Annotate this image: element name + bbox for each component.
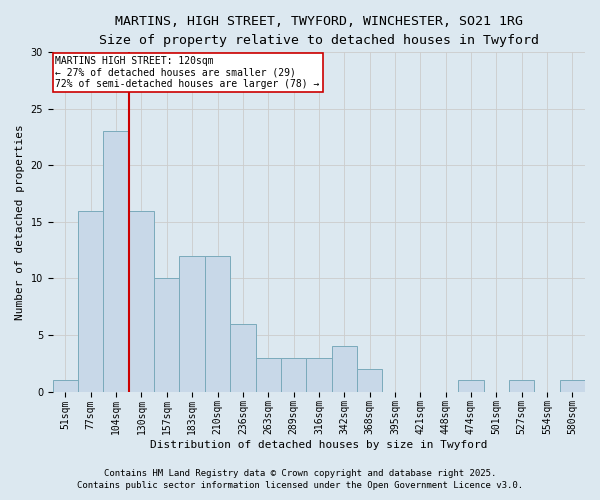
Bar — [509, 380, 535, 392]
Bar — [205, 256, 230, 392]
Bar — [179, 256, 205, 392]
Title: MARTINS, HIGH STREET, TWYFORD, WINCHESTER, SO21 1RG
Size of property relative to: MARTINS, HIGH STREET, TWYFORD, WINCHESTE… — [99, 15, 539, 47]
Bar — [103, 132, 129, 392]
Bar — [560, 380, 585, 392]
Y-axis label: Number of detached properties: Number of detached properties — [15, 124, 25, 320]
Bar — [53, 380, 78, 392]
Bar — [129, 210, 154, 392]
Bar — [306, 358, 332, 392]
Bar — [281, 358, 306, 392]
X-axis label: Distribution of detached houses by size in Twyford: Distribution of detached houses by size … — [150, 440, 488, 450]
Bar — [154, 278, 179, 392]
Bar — [256, 358, 281, 392]
Bar — [230, 324, 256, 392]
Bar — [78, 210, 103, 392]
Text: Contains HM Land Registry data © Crown copyright and database right 2025.
Contai: Contains HM Land Registry data © Crown c… — [77, 468, 523, 490]
Bar — [357, 369, 382, 392]
Bar — [458, 380, 484, 392]
Bar — [332, 346, 357, 392]
Text: MARTINS HIGH STREET: 120sqm
← 27% of detached houses are smaller (29)
72% of sem: MARTINS HIGH STREET: 120sqm ← 27% of det… — [55, 56, 320, 89]
